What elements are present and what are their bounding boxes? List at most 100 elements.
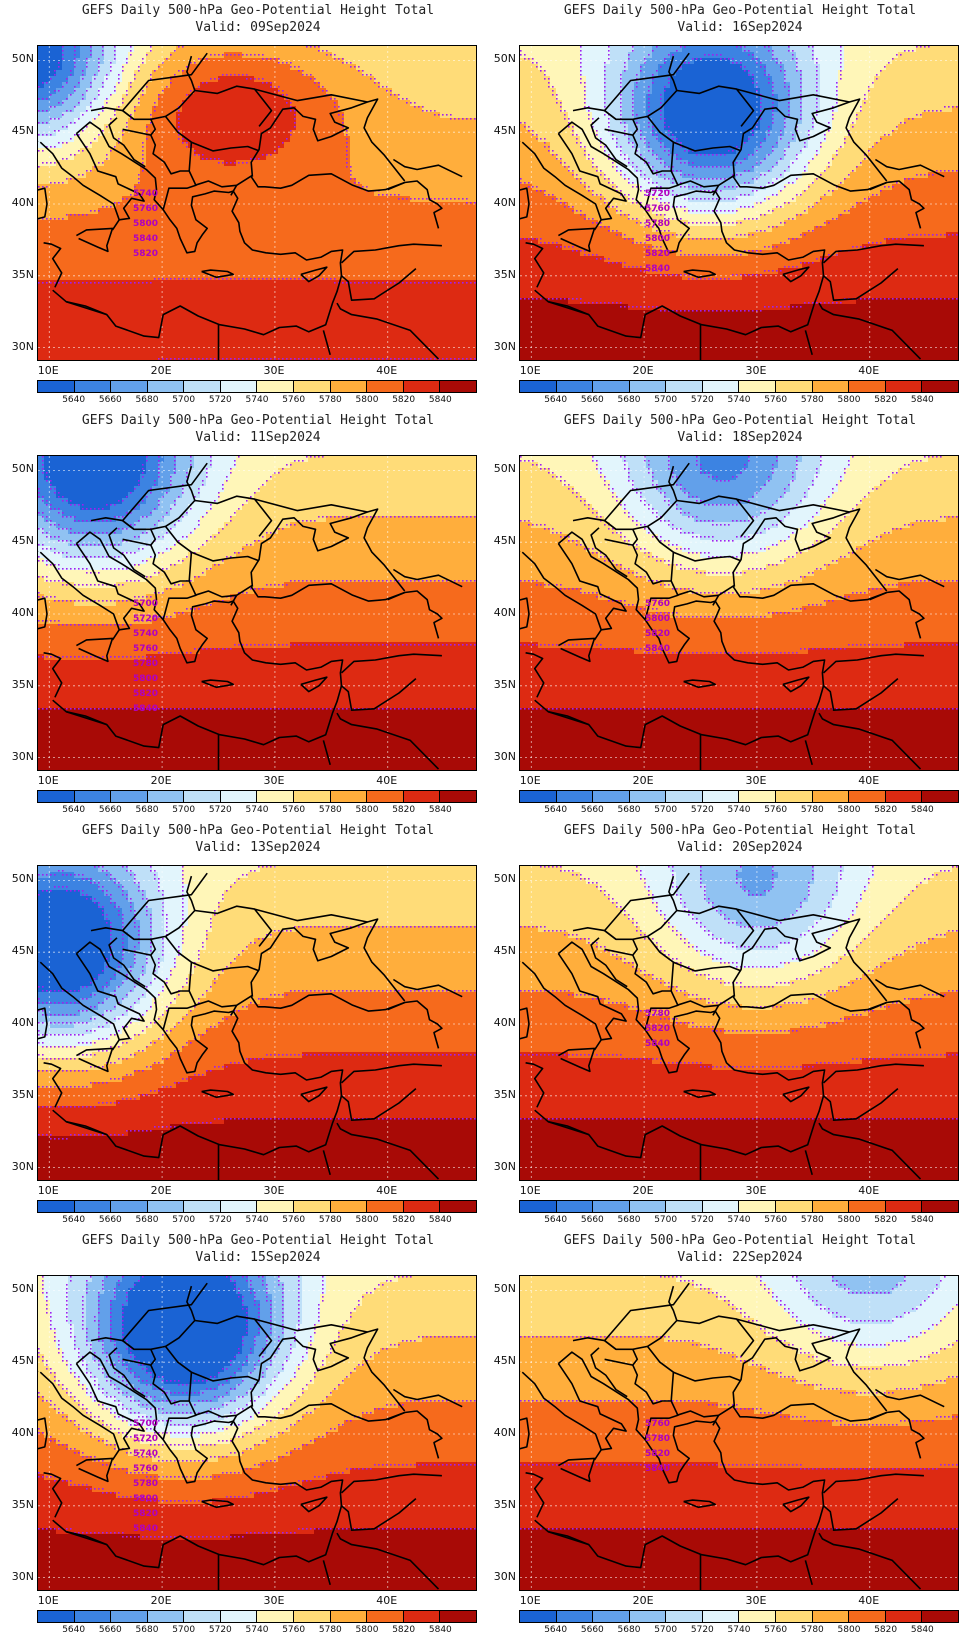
colorbar-swatch	[702, 791, 740, 802]
colorbar-swatch	[922, 381, 958, 392]
map-area: 5700 5720 5740 5760 5780 5800 5820 5840	[37, 1275, 477, 1591]
contour-label: 5820	[133, 249, 158, 259]
colorbar-label: 5760	[282, 805, 305, 815]
lon-tick-label: 30E	[745, 1594, 766, 1607]
contour-lines	[520, 1276, 958, 1530]
colorbar-label: 5820	[392, 1215, 415, 1225]
colorbar-label: 5640	[62, 1625, 85, 1635]
colorbar-swatch	[38, 381, 75, 392]
colorbar-swatch	[74, 1201, 112, 1212]
colorbar-label: 5680	[136, 395, 159, 405]
contour-label: 5760	[133, 644, 158, 654]
panel-valid-date: Valid: 20Sep2024	[519, 839, 961, 856]
colorbar-label: 5720	[691, 805, 714, 815]
colorbar-label: 5800	[356, 395, 379, 405]
panel-title: GEFS Daily 500-hPa Geo-Potential Height …	[37, 2, 479, 36]
colorbar-label: 5700	[654, 805, 677, 815]
colorbar-swatch	[367, 381, 404, 392]
colorbar-swatch	[367, 1201, 404, 1212]
colorbar-label: 5660	[99, 1625, 122, 1635]
colorbar-swatch	[776, 1611, 813, 1622]
contour-label: 5720	[645, 189, 670, 199]
coastlines-borders	[38, 1282, 463, 1590]
colorbar-swatch	[666, 381, 703, 392]
colorbar-swatch	[440, 791, 476, 802]
colorbar-swatch	[885, 1201, 923, 1212]
coastlines-borders	[38, 52, 463, 360]
colorbar-swatch	[184, 381, 221, 392]
map-panel-15sep: GEFS Daily 500-hPa Geo-Potential Height …	[0, 1230, 482, 1640]
colorbar-swatch	[367, 1611, 404, 1622]
panel-title: GEFS Daily 500-hPa Geo-Potential Height …	[519, 1232, 961, 1266]
lon-tick-label: 20E	[633, 774, 654, 787]
colorbar-label: 5760	[764, 395, 787, 405]
colorbar-label: 5760	[282, 1625, 305, 1635]
lat-tick-label: 45N	[6, 124, 34, 137]
lon-tick-label: 40E	[376, 774, 397, 787]
map-panel-09sep: GEFS Daily 500-hPa Geo-Potential Height …	[0, 0, 482, 410]
lat-tick-label: 50N	[6, 52, 34, 65]
colorbar-swatch	[593, 791, 630, 802]
colorbar-swatch	[593, 1201, 630, 1212]
lon-tick-label: 30E	[745, 774, 766, 787]
colorbar-swatch	[74, 791, 112, 802]
lon-tick-label: 40E	[376, 1184, 397, 1197]
colorbar-label: 5720	[209, 395, 232, 405]
colorbar-swatch	[593, 1611, 630, 1622]
colorbar-label: 5680	[618, 805, 641, 815]
contour-labels: 5760 5780 5820 5840	[645, 1419, 670, 1474]
colorbar-label: 5800	[838, 395, 861, 405]
colorbar-swatch	[220, 1611, 258, 1622]
colorbar-label: 5720	[209, 805, 232, 815]
panel-title-main: GEFS Daily 500-hPa Geo-Potential Height …	[519, 2, 961, 19]
map-area: 5780 5820 5840	[519, 865, 959, 1181]
colorbar-swatch	[776, 381, 813, 392]
colorbar-swatch	[147, 381, 185, 392]
panel-title-main: GEFS Daily 500-hPa Geo-Potential Height …	[519, 1232, 961, 1249]
panel-title: GEFS Daily 500-hPa Geo-Potential Height …	[519, 822, 961, 856]
colorbar-swatch	[330, 1201, 368, 1212]
lon-tick-label: 30E	[263, 774, 284, 787]
contour-label: 5700	[133, 1419, 158, 1429]
colorbar-swatch	[849, 381, 886, 392]
contour-label: 5820	[645, 1449, 670, 1459]
lat-tick-label: 40N	[6, 1016, 34, 1029]
map-area: 5760 5800 5820 5840	[519, 455, 959, 771]
lat-tick-label: 45N	[488, 944, 516, 957]
filled-contours	[38, 1276, 476, 1590]
colorbar-label: 5660	[581, 1625, 604, 1635]
colorbar-swatch	[330, 1611, 368, 1622]
colorbar-swatch	[739, 1201, 777, 1212]
colorbar-label: 5820	[392, 1625, 415, 1635]
colorbar-swatch	[38, 791, 75, 802]
panel-valid-date: Valid: 22Sep2024	[519, 1249, 961, 1266]
lon-tick-label: 10E	[38, 1184, 59, 1197]
colorbar-label: 5760	[764, 805, 787, 815]
lat-tick-label: 30N	[488, 750, 516, 763]
colorbar-label: 5720	[209, 1215, 232, 1225]
colorbar-swatch	[257, 1611, 295, 1622]
lon-tick-label: 10E	[520, 1594, 541, 1607]
contour-label: 5820	[645, 1024, 670, 1034]
contour-label: 5700	[133, 599, 158, 609]
graticule	[38, 456, 476, 770]
contour-label: 5820	[645, 249, 670, 259]
height-field-map: 5700 5720 5740 5760 5780 5800 5820 5840	[38, 456, 476, 770]
colorbar-label: 5740	[728, 395, 751, 405]
colorbar-swatch	[922, 1201, 958, 1212]
colorbar-label: 5640	[544, 805, 567, 815]
colorbar-swatch	[294, 791, 331, 802]
colorbar-label: 5640	[62, 805, 85, 815]
coastlines-borders	[520, 1282, 945, 1590]
lat-tick-label: 50N	[488, 872, 516, 885]
contour-labels: 5700 5720 5740 5760 5780 5800 5820 5840	[133, 599, 158, 714]
contour-labels: 5720 5760 5780 5800 5820 5840	[645, 189, 670, 274]
colorbar-swatch	[629, 1201, 667, 1212]
filled-contours	[520, 866, 958, 1180]
contour-labels: 5760 5800 5820 5840	[645, 599, 670, 654]
panel-title: GEFS Daily 500-hPa Geo-Potential Height …	[37, 822, 479, 856]
colorbar-swatch	[666, 1611, 703, 1622]
colorbar-label: 5780	[801, 1625, 824, 1635]
panel-title-main: GEFS Daily 500-hPa Geo-Potential Height …	[37, 412, 479, 429]
colorbar-swatch	[257, 1201, 295, 1212]
